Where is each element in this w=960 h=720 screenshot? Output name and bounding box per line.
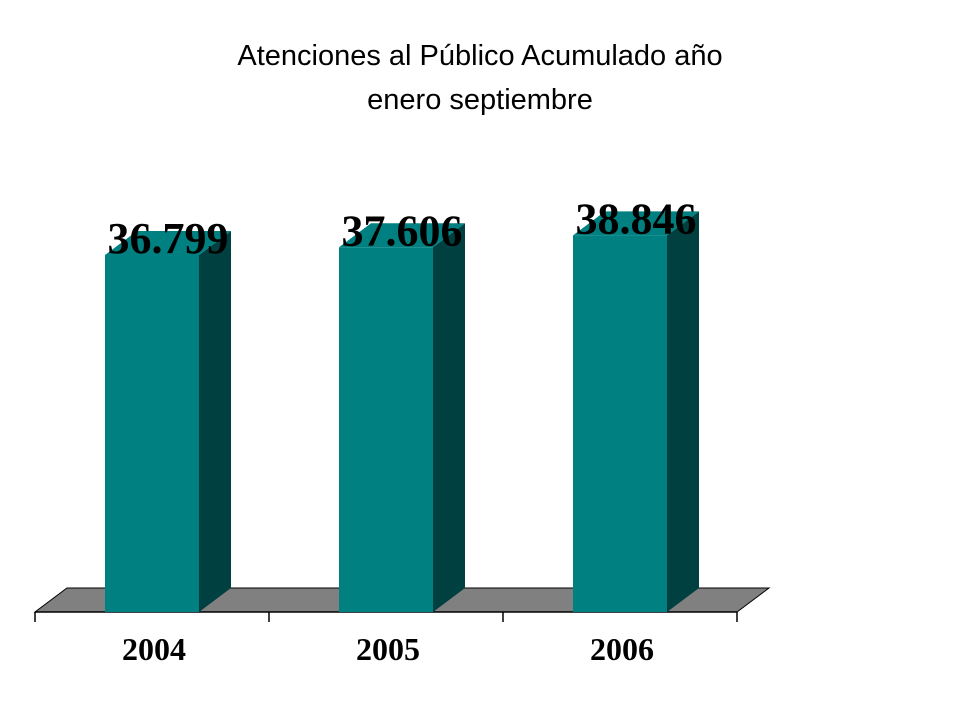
chart-title-line-1: Atenciones al Público Acumulado año (237, 40, 723, 72)
x-tick-label-2006: 2006 (590, 631, 654, 667)
data-label-2006: 38.846 (576, 194, 697, 243)
x-tick-label-2005: 2005 (356, 631, 420, 667)
bar-side-2005 (433, 223, 465, 613)
data-label-2004: 36.799 (108, 214, 229, 263)
bar-2005 (339, 247, 433, 613)
bar-top-2005 (339, 223, 465, 248)
data-label-2005: 37.606 (342, 206, 463, 255)
bar-2004 (105, 254, 199, 613)
bar-top-2006 (573, 211, 699, 236)
bar-side-2004 (199, 230, 231, 613)
bar-2006 (573, 235, 667, 612)
x-tick-label-2004: 2004 (122, 631, 186, 667)
chart-title-line-2: enero septiembre (367, 84, 593, 116)
bar-side-2006 (667, 211, 699, 612)
bar-top-2004 (105, 230, 231, 255)
